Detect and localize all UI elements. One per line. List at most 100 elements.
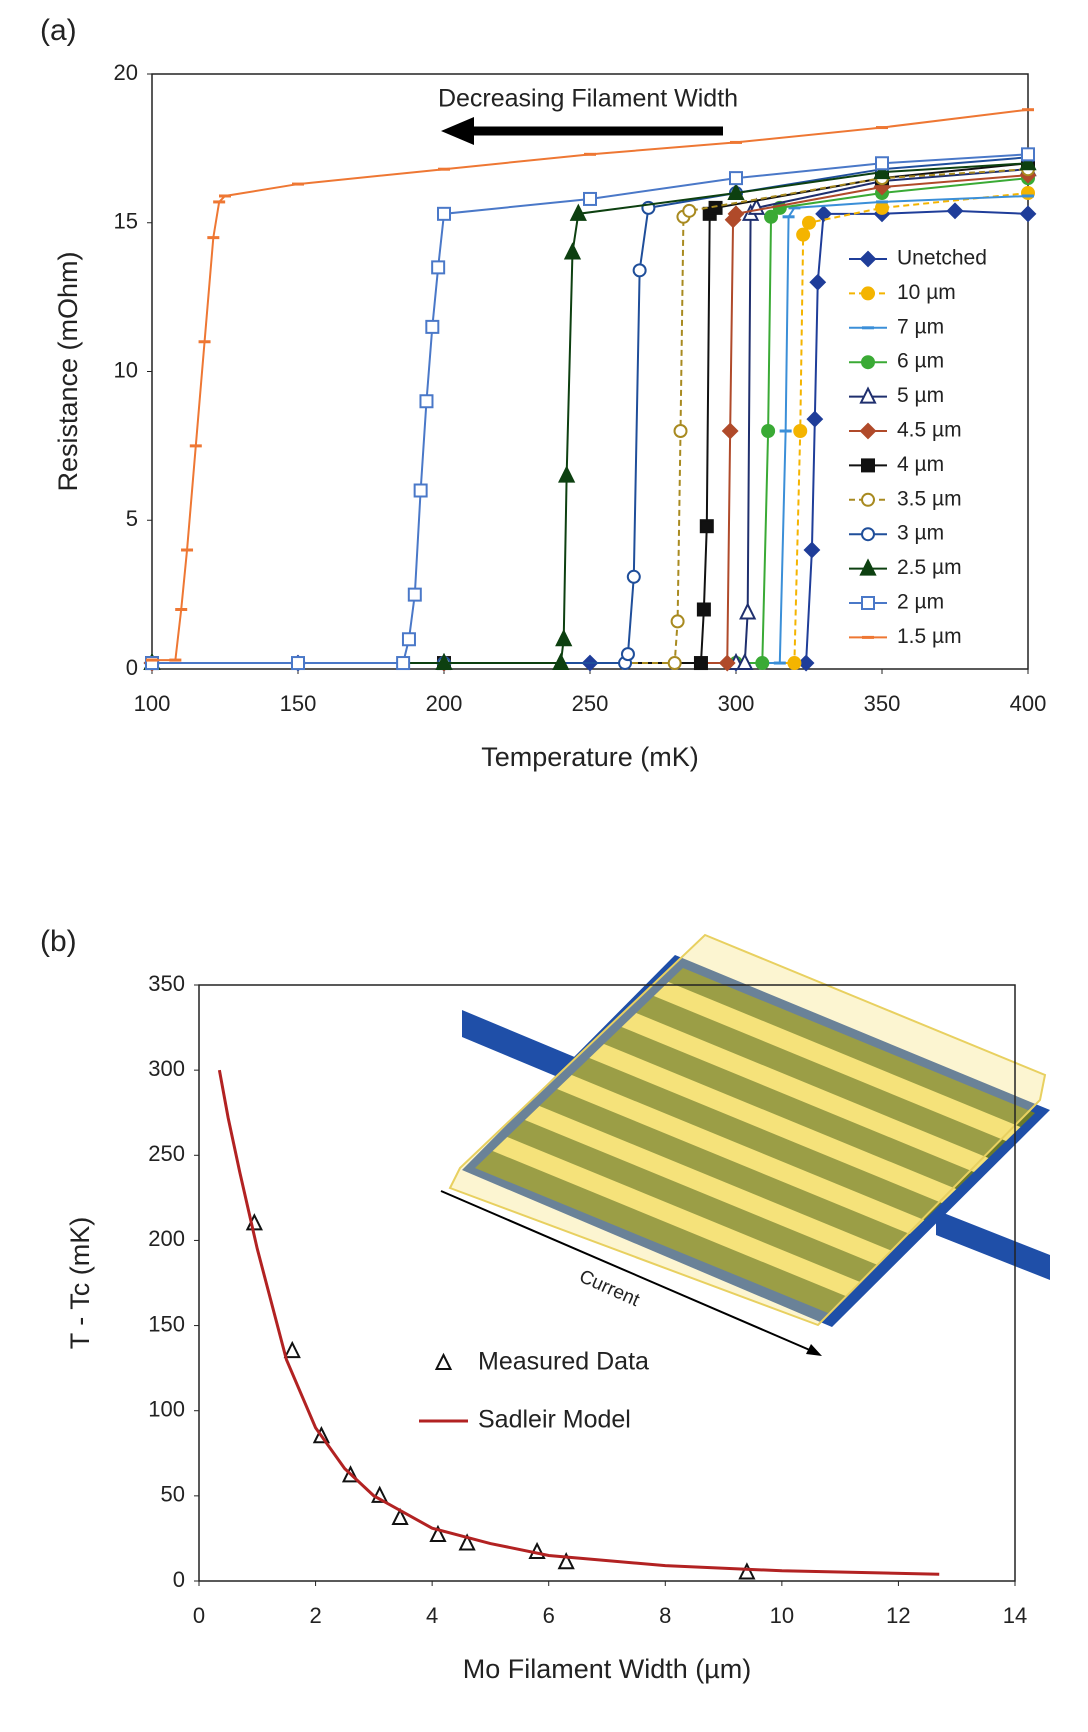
marker	[815, 205, 833, 223]
marker	[797, 654, 815, 672]
device-overlay	[448, 933, 1047, 1327]
device-stripe	[492, 1137, 861, 1296]
y-tick-label: 200	[148, 1226, 185, 1251]
marker	[458, 1533, 476, 1551]
marker	[583, 191, 597, 206]
legend-marker	[861, 527, 875, 542]
y-tick-label: 250	[148, 1141, 185, 1166]
marker	[552, 652, 570, 671]
x-axis-title: Mo Filament Width (µm)	[463, 1654, 752, 1684]
y-tick-label: 100	[148, 1397, 185, 1422]
marker	[435, 652, 453, 671]
marker	[946, 202, 964, 220]
legend-label: 1.5 µm	[897, 625, 962, 648]
x-tick-label: 250	[572, 691, 609, 716]
marker	[736, 652, 754, 671]
marker	[802, 215, 816, 230]
marker	[626, 569, 641, 584]
series-line	[152, 153, 1029, 665]
device-stripe	[589, 1044, 957, 1203]
legend-marker	[859, 422, 877, 440]
marker	[620, 647, 635, 662]
x-tick-label: 150	[280, 691, 317, 716]
legend-label: Measured Data	[478, 1348, 649, 1376]
marker	[809, 273, 827, 291]
marker	[761, 424, 776, 438]
x-tick-label: 200	[426, 691, 463, 716]
legend-label: 10 µm	[897, 281, 956, 304]
marker	[1019, 205, 1037, 223]
device-stripe	[621, 1013, 989, 1172]
series-line	[152, 162, 1029, 665]
legend-label: 2 µm	[897, 591, 944, 614]
marker	[796, 227, 811, 242]
panel-label: (a)	[40, 14, 77, 47]
x-tick-label: 100	[134, 691, 171, 716]
y-tick-label: 350	[148, 971, 185, 996]
legend-label: 7 µm	[897, 315, 944, 338]
marker	[632, 263, 647, 278]
marker	[793, 424, 808, 438]
legend-marker	[861, 355, 875, 370]
x-tick-label: 14	[1003, 1603, 1027, 1628]
y-tick-label: 0	[126, 655, 138, 680]
marker	[764, 209, 779, 224]
marker	[708, 200, 723, 215]
marker	[391, 1507, 409, 1525]
y-tick-label: 50	[161, 1482, 185, 1507]
series-line	[152, 162, 1029, 665]
marker	[787, 656, 802, 671]
x-tick-label: 12	[886, 1603, 910, 1628]
y-axis-title: Resistance (mOhm)	[53, 251, 83, 491]
plot-frame	[198, 984, 1016, 1582]
marker	[875, 156, 889, 171]
marker	[437, 206, 451, 221]
marker	[739, 602, 757, 620]
marker	[1019, 153, 1037, 171]
marker	[718, 654, 736, 672]
x-tick-label: 2	[309, 1603, 321, 1628]
legend-marker	[434, 1352, 453, 1370]
x-tick-label: 0	[193, 1603, 205, 1628]
panel-label: (b)	[40, 925, 77, 958]
marker	[670, 614, 685, 629]
legend-label: 5 µm	[897, 384, 944, 407]
marker	[283, 1340, 301, 1359]
y-tick-label: 15	[114, 209, 138, 234]
x-tick-label: 10	[770, 1603, 794, 1628]
legend-label: Sadleir Model	[478, 1406, 631, 1434]
legend-marker	[859, 558, 877, 576]
marker	[1021, 147, 1035, 162]
marker	[431, 260, 446, 275]
legend-label: Unetched	[897, 247, 987, 270]
marker	[555, 629, 573, 647]
device-stripe	[653, 982, 1021, 1141]
legend-label: 3.5 µm	[897, 487, 962, 510]
legend-marker	[861, 596, 875, 610]
device-stripe	[524, 1106, 893, 1265]
x-tick-label: 400	[1010, 691, 1047, 716]
series-line	[152, 168, 1029, 665]
legend-marker	[861, 458, 875, 473]
marker	[667, 656, 682, 671]
marker	[673, 424, 688, 438]
marker	[803, 541, 821, 559]
annotation: Decreasing Filament Width	[438, 85, 738, 113]
marker	[696, 602, 711, 617]
marker	[729, 171, 743, 186]
x-tick-label: 350	[864, 691, 901, 716]
marker	[727, 205, 745, 223]
marker	[875, 200, 889, 215]
x-tick-label: 4	[426, 1603, 438, 1628]
legend-marker	[859, 386, 877, 404]
marker	[425, 319, 440, 334]
current-arrow	[440, 1190, 822, 1356]
series-line	[217, 1069, 940, 1576]
series-line	[152, 156, 1029, 665]
y-tick-label: 150	[148, 1311, 185, 1336]
y-tick-label: 10	[114, 357, 138, 382]
legend-marker	[861, 492, 875, 507]
marker	[721, 422, 739, 440]
legend-label: 4 µm	[897, 453, 944, 476]
